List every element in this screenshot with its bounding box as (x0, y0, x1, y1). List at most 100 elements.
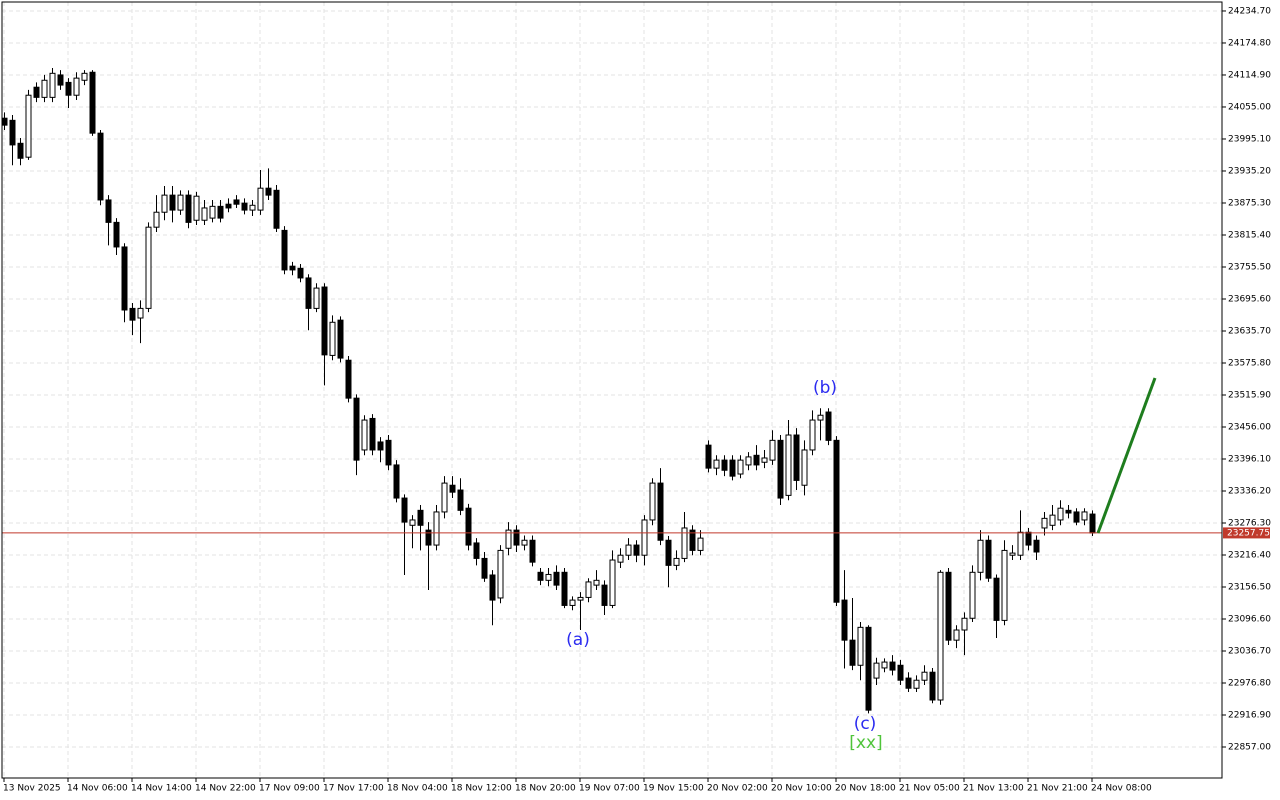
candle-body (1009, 552, 1016, 556)
candle-body (601, 584, 608, 606)
candle-body (665, 539, 672, 566)
candle-body (185, 194, 192, 223)
y-tick-label: 23695.60 (1228, 294, 1271, 304)
candle-body (177, 194, 184, 211)
candle-body (473, 542, 480, 559)
candle-body (721, 459, 728, 471)
candle-body (761, 457, 768, 463)
y-tick-label: 23935.20 (1228, 166, 1271, 176)
x-tick-label: 14 Nov 06:00 (67, 784, 128, 794)
x-tick-label: 21 Nov 21:00 (1027, 784, 1088, 794)
candle-body (617, 554, 624, 563)
candle-body (201, 207, 208, 221)
x-tick-label: 18 Nov 04:00 (387, 784, 448, 794)
wave-label: (b) (813, 378, 837, 398)
candle-body (401, 497, 408, 523)
y-tick-label: 22976.80 (1228, 679, 1271, 689)
candle-body (1, 117, 8, 126)
x-tick-label: 21 Nov 13:00 (963, 784, 1024, 794)
candle-body (73, 77, 80, 96)
candle-body (441, 482, 448, 513)
candle-body (225, 203, 232, 209)
candle-body (1033, 539, 1040, 553)
candle-body (713, 459, 720, 469)
candle-body (825, 411, 832, 441)
candle-body (633, 544, 640, 556)
candle-body (49, 72, 56, 98)
candle-body (289, 265, 296, 271)
candle-body (937, 571, 944, 701)
candle-body (377, 441, 384, 451)
x-tick-label: 14 Nov 14:00 (131, 784, 192, 794)
x-tick-label: 24 Nov 08:00 (1091, 784, 1152, 794)
x-tick-label: 18 Nov 12:00 (451, 784, 512, 794)
x-tick-label: 20 Nov 02:00 (707, 784, 768, 794)
y-tick-label: 23575.80 (1228, 358, 1271, 368)
candle-body (449, 484, 456, 493)
x-tick-label: 17 Nov 17:00 (323, 784, 384, 794)
candle-body (905, 677, 912, 689)
candle-body (249, 204, 256, 211)
candles (1, 67, 1222, 714)
y-tick-label: 23755.50 (1228, 262, 1271, 272)
candle-body (889, 661, 896, 671)
candle-body (953, 629, 960, 641)
y-tick-label: 24234.70 (1228, 6, 1271, 16)
candle-body (41, 79, 48, 98)
candle-body (241, 202, 248, 211)
candle-body (649, 482, 656, 521)
candle-body (33, 86, 40, 98)
candle-body (209, 205, 216, 219)
y-tick-label: 23036.70 (1228, 647, 1271, 657)
candle-body (1089, 513, 1096, 534)
candle-body (681, 527, 688, 559)
candle-body (361, 419, 368, 451)
y-tick-label: 23635.70 (1228, 326, 1271, 336)
candle-body (625, 544, 632, 556)
candle-body (961, 617, 968, 631)
x-tick-label: 21 Nov 05:00 (899, 784, 960, 794)
candle-body (753, 454, 760, 466)
candle-body (497, 549, 504, 599)
y-tick-label: 23216.40 (1228, 551, 1271, 561)
candle-body (489, 574, 496, 601)
candle-body (145, 226, 152, 309)
candle-body (777, 439, 784, 499)
candle-body (369, 417, 376, 451)
candle-body (481, 557, 488, 579)
candle-body (305, 277, 312, 309)
candle-body (161, 194, 168, 213)
candle-body (849, 639, 856, 666)
candle-body (153, 211, 160, 228)
wave-label: [xx] (849, 733, 882, 753)
candle-body (697, 537, 704, 551)
forecast-arrow (1096, 377, 1157, 534)
candle-body (521, 539, 528, 546)
candle-body (281, 229, 288, 271)
candle-body (425, 529, 432, 546)
y-tick-label: 23276.30 (1228, 519, 1271, 529)
candle-body (297, 267, 304, 279)
candle-body (505, 529, 512, 549)
candle-body (833, 439, 840, 603)
candle-body (457, 489, 464, 511)
candle-body (129, 307, 136, 321)
candle-body (737, 459, 744, 475)
candle-body (313, 287, 320, 309)
candle-body (945, 571, 952, 641)
candle-body (985, 539, 992, 579)
candle-body (17, 142, 24, 159)
candle-body (969, 571, 976, 619)
y-tick-label: 24114.90 (1228, 70, 1271, 80)
candle-body (641, 519, 648, 556)
candle-body (193, 195, 200, 221)
candle-body (1001, 549, 1008, 621)
candle-body (273, 189, 280, 229)
candle-body (1049, 514, 1056, 526)
candle-body (1057, 507, 1064, 521)
y-tick-label: 23815.40 (1228, 230, 1271, 240)
candle-body (537, 571, 544, 581)
candle-body (25, 94, 32, 158)
candle-body (673, 557, 680, 566)
candle-body (689, 529, 696, 551)
